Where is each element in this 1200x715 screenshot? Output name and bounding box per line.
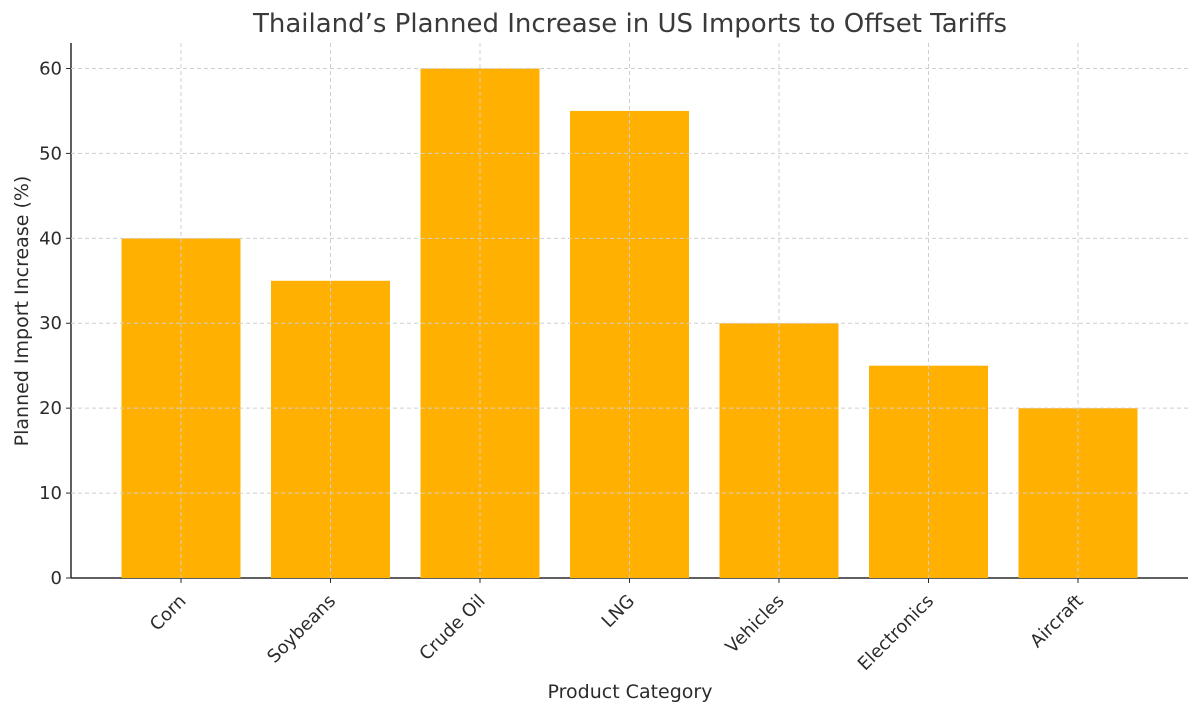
y-axis-label: Planned Import Increase (%): [11, 176, 33, 447]
x-tick-label: LNG: [598, 591, 639, 632]
x-axis-label: Product Category: [548, 681, 713, 703]
x-tick-label: Soybeans: [263, 591, 340, 668]
x-tick-labels: Corn Soybeans Crude Oil LNG Vehicles Electron…: [146, 591, 1088, 675]
y-tick-labels: 0 10 20 30 40 50 60: [39, 58, 62, 589]
y-tick-label: 40: [39, 228, 62, 249]
y-tick-label: 10: [39, 483, 62, 504]
x-tick-label: Crude Oil: [415, 591, 489, 665]
grid-layer: [71, 43, 1188, 578]
y-tick-label: 50: [39, 143, 62, 164]
y-tick-label: 60: [39, 58, 62, 79]
x-tick-label: Corn: [146, 591, 191, 636]
y-tick-label: 0: [51, 568, 62, 589]
y-tick-label: 30: [39, 313, 62, 334]
x-tick-label: Vehicles: [722, 591, 789, 658]
chart-title: Thailand’s Planned Increase in US Import…: [252, 9, 1007, 39]
x-tick-label: Aircraft: [1026, 591, 1087, 652]
x-tick-label: Electronics: [854, 591, 938, 675]
y-tick-label: 20: [39, 398, 62, 419]
